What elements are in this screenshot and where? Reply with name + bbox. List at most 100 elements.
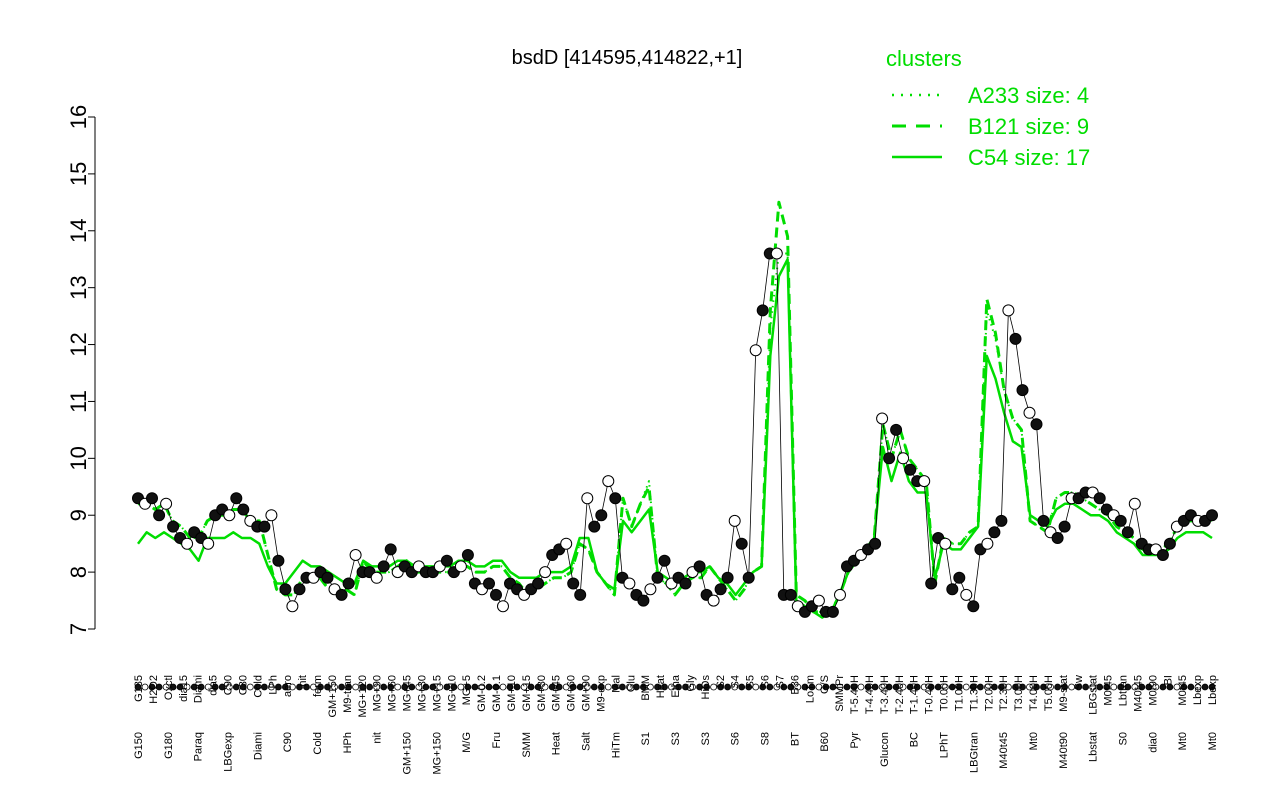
- data-point: [904, 463, 917, 476]
- sample-marker: [1201, 683, 1209, 691]
- sample-marker: [597, 683, 605, 691]
- x-tick-label-top: M9-exp: [595, 675, 607, 712]
- sample-marker: [1187, 683, 1195, 691]
- data-point: [1114, 514, 1127, 527]
- x-tick-label-top: MG+60: [387, 675, 399, 711]
- sample-marker: [766, 683, 774, 691]
- sample-marker: [682, 683, 689, 691]
- x-tick-label-top: S6: [760, 675, 772, 688]
- x-tick-label-bottom: BT: [789, 732, 801, 746]
- data-point: [454, 560, 467, 573]
- x-tick-label-top: T1.00H: [953, 675, 965, 711]
- data-point: [1002, 304, 1015, 317]
- sample-marker: [829, 683, 837, 691]
- sample-marker: [696, 683, 703, 691]
- x-tick-label-bottom: dia0: [1147, 732, 1159, 753]
- sample-marker: [380, 683, 388, 691]
- sample-marker: [394, 683, 402, 691]
- sample-marker: [464, 683, 472, 691]
- x-tick-label-bottom: Paraq: [193, 732, 205, 761]
- sample-marker: [492, 683, 500, 691]
- sample-marker: [885, 683, 893, 691]
- sample-marker: [303, 683, 310, 691]
- x-tick-label-top: T-5.40H: [849, 675, 861, 714]
- sample-marker: [927, 683, 935, 691]
- data-point: [265, 509, 278, 522]
- sample-marker: [1033, 683, 1040, 691]
- sample-marker: [457, 683, 465, 691]
- sample-marker: [436, 683, 444, 691]
- sample-marker: [822, 683, 830, 691]
- x-tick-label-top: G/S: [819, 675, 831, 694]
- x-tick-label-bottom: C90: [282, 732, 294, 752]
- x-tick-label-bottom: Fru: [491, 732, 503, 749]
- legend-label-b121: B121 size: 9: [968, 114, 1089, 139]
- sample-marker: [1012, 683, 1019, 691]
- x-tick-label-bottom: G180: [163, 732, 175, 759]
- x-tick-label-top: LPh: [267, 675, 279, 695]
- data-point: [167, 520, 180, 533]
- sample-marker: [401, 683, 409, 691]
- sample-marker: [345, 683, 353, 691]
- x-tick-label-top: T1.30H: [968, 675, 980, 711]
- data-point: [756, 304, 769, 317]
- sample-marker: [239, 683, 247, 691]
- sample-marker: [232, 683, 240, 691]
- sample-marker: [913, 683, 921, 691]
- sample-marker: [801, 683, 809, 691]
- data-point: [1121, 526, 1134, 539]
- sample-marker: [141, 683, 149, 691]
- sample-marker: [626, 683, 633, 691]
- sample-marker: [604, 683, 612, 691]
- sample-marker: [661, 683, 668, 691]
- x-tick-label-top: MG+10: [446, 675, 458, 711]
- sample-marker: [815, 683, 823, 691]
- x-tick-label-bottom: Mt0: [1177, 732, 1189, 750]
- x-tick-label-top: T-3.40H: [879, 675, 891, 714]
- sample-marker: [794, 683, 802, 691]
- sample-marker: [499, 683, 507, 691]
- y-tick-label: 16: [66, 105, 91, 129]
- sample-marker: [317, 683, 324, 691]
- sample-marker: [934, 683, 942, 691]
- x-tick-label-bottom: Mt0: [1028, 732, 1040, 750]
- x-tick-label-bottom: Pyr: [849, 732, 861, 749]
- sample-marker: [787, 683, 795, 691]
- x-tick-label-bottom: LPhT: [939, 732, 951, 759]
- x-tick-label-bottom: HiTm: [610, 732, 622, 758]
- sample-marker: [443, 683, 451, 691]
- sample-marker: [647, 683, 654, 691]
- x-tick-label-top: T-2.40H: [894, 675, 906, 714]
- sample-marker: [366, 683, 374, 691]
- sample-marker: [352, 683, 360, 691]
- sample-marker: [288, 683, 296, 691]
- sample-marker: [1005, 683, 1012, 691]
- sample-marker: [703, 683, 710, 691]
- sample-marker: [590, 683, 598, 691]
- data-point: [735, 537, 748, 550]
- sample-marker: [1194, 683, 1202, 691]
- x-tick-label-top: GM+60: [566, 675, 578, 711]
- x-tick-label-top: GM-0.1: [491, 675, 503, 712]
- data-point: [153, 509, 166, 522]
- sample-marker: [640, 683, 647, 691]
- sample-marker: [1026, 683, 1033, 691]
- x-tick-label-top: nit: [297, 675, 309, 687]
- sample-marker: [878, 683, 886, 691]
- data-point: [461, 549, 474, 561]
- sample-marker: [864, 683, 872, 691]
- sample-marker: [548, 683, 556, 691]
- x-axis: G135 H2O2 Oxctl dia15 Diami dia5 C90 C30 Cold LPh…: [133, 674, 1219, 774]
- data-point: [272, 554, 285, 567]
- x-tick-label-top: H2O2: [148, 675, 160, 704]
- sample-marker: [520, 683, 528, 691]
- data-point: [644, 583, 657, 596]
- data-point: [370, 571, 383, 584]
- data-point: [918, 475, 931, 488]
- x-tick-label-top: MG+90: [372, 675, 384, 711]
- x-tick-label-top: aero: [282, 675, 294, 697]
- data-point: [883, 452, 896, 465]
- data-point: [377, 560, 390, 573]
- chart-title: bsdD [414595,414822,+1]: [512, 47, 743, 69]
- data-point: [714, 583, 727, 596]
